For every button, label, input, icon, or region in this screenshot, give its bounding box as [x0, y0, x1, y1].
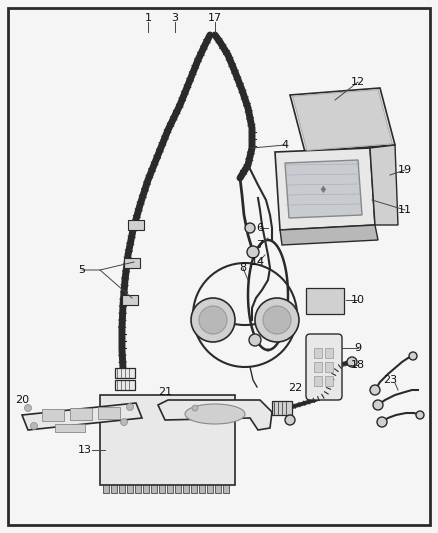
Bar	[124, 258, 140, 268]
Bar	[122, 295, 138, 305]
Text: 18: 18	[351, 360, 365, 370]
Bar	[127, 485, 133, 493]
Text: 6: 6	[257, 223, 264, 233]
Text: ••: ••	[162, 421, 173, 430]
Bar	[175, 485, 181, 493]
Bar	[199, 485, 205, 493]
Circle shape	[373, 400, 383, 410]
Circle shape	[191, 298, 235, 342]
Text: 13: 13	[78, 445, 92, 455]
Polygon shape	[290, 88, 395, 152]
Bar	[135, 485, 141, 493]
Text: 4: 4	[282, 140, 289, 150]
FancyBboxPatch shape	[306, 334, 342, 400]
Text: 14: 14	[251, 257, 265, 267]
Text: 22: 22	[288, 383, 302, 393]
Bar	[55, 424, 85, 432]
Bar	[314, 362, 322, 372]
Text: 17: 17	[208, 13, 222, 23]
Bar	[98, 407, 120, 419]
Bar	[143, 485, 149, 493]
Text: 19: 19	[398, 165, 412, 175]
Bar	[314, 376, 322, 386]
Circle shape	[247, 246, 259, 258]
Text: 3: 3	[172, 13, 179, 23]
Text: 1: 1	[145, 13, 152, 23]
Bar	[119, 485, 125, 493]
Circle shape	[249, 334, 261, 346]
Text: 5: 5	[78, 265, 85, 275]
Bar	[111, 485, 117, 493]
Text: 20: 20	[15, 395, 29, 405]
Text: 21: 21	[158, 387, 172, 397]
Polygon shape	[280, 225, 378, 245]
Bar	[103, 485, 109, 493]
Text: 11: 11	[398, 205, 412, 215]
Text: 9: 9	[354, 343, 361, 353]
Circle shape	[192, 405, 198, 411]
Text: 12: 12	[351, 77, 365, 87]
Text: ♦: ♦	[318, 185, 327, 195]
Bar	[100, 395, 235, 485]
Text: 23: 23	[383, 375, 397, 385]
Bar	[151, 485, 157, 493]
Circle shape	[347, 357, 357, 367]
Circle shape	[409, 352, 417, 360]
Bar	[325, 362, 333, 372]
Circle shape	[416, 411, 424, 419]
Bar	[207, 485, 213, 493]
Circle shape	[263, 306, 291, 334]
Bar	[115, 368, 135, 378]
Polygon shape	[22, 403, 142, 430]
Polygon shape	[275, 148, 375, 230]
Circle shape	[370, 385, 380, 395]
Circle shape	[377, 417, 387, 427]
Bar	[128, 220, 144, 230]
Bar	[325, 348, 333, 358]
Bar	[306, 288, 344, 314]
Circle shape	[120, 418, 127, 425]
Polygon shape	[370, 145, 398, 225]
Bar	[325, 376, 333, 386]
Circle shape	[127, 403, 134, 410]
Text: 8: 8	[240, 263, 247, 273]
Circle shape	[255, 298, 299, 342]
Text: 10: 10	[351, 295, 365, 305]
Circle shape	[285, 415, 295, 425]
Circle shape	[245, 223, 255, 233]
Circle shape	[25, 405, 32, 411]
Polygon shape	[285, 160, 362, 218]
Bar	[159, 485, 165, 493]
Bar	[42, 409, 64, 421]
Bar	[272, 401, 292, 415]
Polygon shape	[293, 90, 392, 150]
Polygon shape	[158, 400, 272, 430]
Bar	[191, 485, 197, 493]
Bar	[223, 485, 229, 493]
Circle shape	[31, 423, 38, 430]
Bar	[70, 408, 92, 420]
Text: 7: 7	[256, 240, 264, 250]
Bar	[167, 485, 173, 493]
Bar	[215, 485, 221, 493]
Bar	[314, 348, 322, 358]
Circle shape	[199, 306, 227, 334]
Bar	[183, 485, 189, 493]
Ellipse shape	[185, 404, 245, 424]
Bar	[115, 380, 135, 390]
